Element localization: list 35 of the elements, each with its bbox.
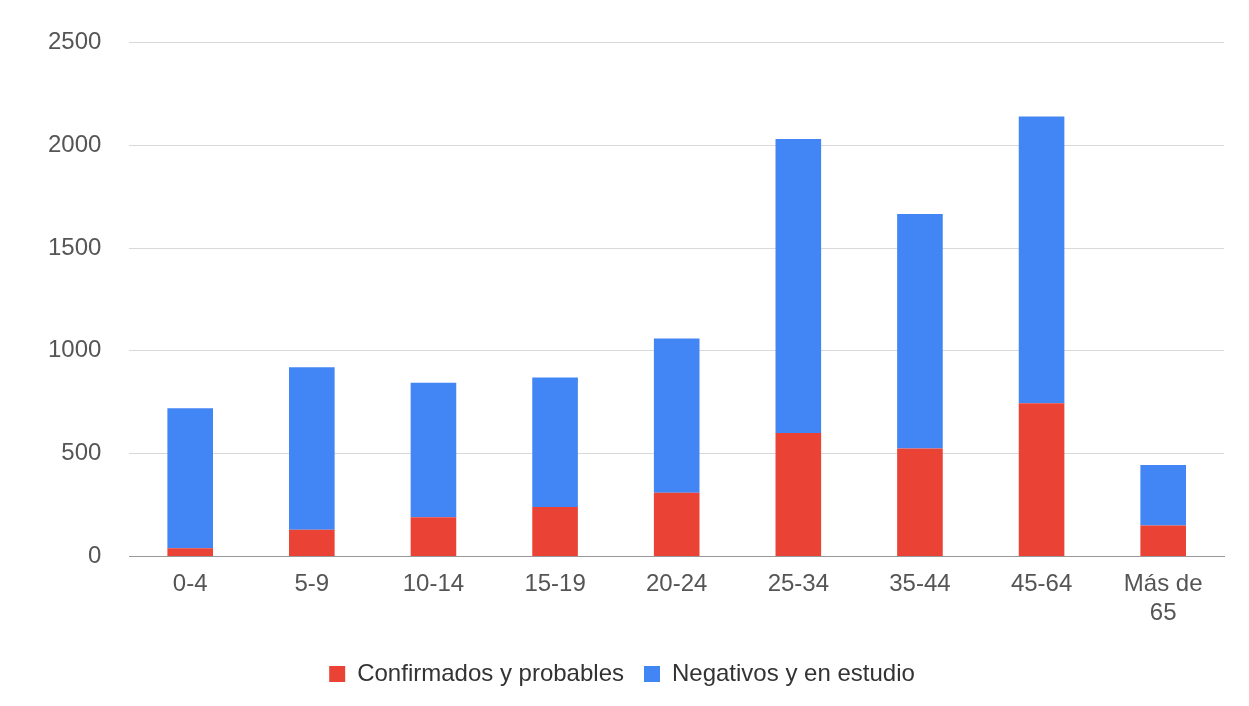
bar [653, 492, 700, 556]
bar [289, 529, 335, 556]
x-tick-label: 5-9 [294, 569, 330, 597]
x-tick-label: 45-64 [1010, 569, 1073, 597]
y-tick-label: 1500 [48, 232, 102, 260]
y-tick-label: 0 [88, 541, 102, 569]
bar [1018, 116, 1065, 404]
x-tick-label: 25-34 [767, 569, 830, 597]
x-tick-label: 35-44 [889, 569, 951, 597]
y-tick-label: 1000 [48, 335, 102, 363]
bar [1140, 525, 1186, 556]
bar [532, 377, 578, 508]
bar [410, 382, 457, 518]
bar [532, 507, 578, 556]
bar [653, 338, 700, 493]
x-tick-label: 10-14 [402, 569, 465, 597]
x-tick-label: 15-19 [524, 569, 586, 597]
x-tick-label: 0-4 [172, 569, 208, 597]
x-tick-label: 20-24 [646, 569, 708, 597]
y-tick-label: 2500 [48, 27, 102, 55]
bar [167, 548, 214, 556]
bar [775, 139, 822, 434]
bar [897, 214, 943, 449]
y-tick-label: 2000 [48, 129, 102, 157]
bar [410, 517, 457, 556]
legend-label: Negativos y en estudio [671, 658, 915, 686]
bar [1018, 403, 1065, 556]
x-tick-label: Más de 65 [1123, 569, 1203, 626]
legend-label: Confirmados y probables [357, 658, 625, 686]
bar [167, 408, 214, 549]
bar [775, 433, 822, 556]
bar [1140, 464, 1186, 526]
bar [289, 367, 335, 530]
y-tick-label: 500 [61, 438, 102, 466]
bar [897, 448, 943, 556]
